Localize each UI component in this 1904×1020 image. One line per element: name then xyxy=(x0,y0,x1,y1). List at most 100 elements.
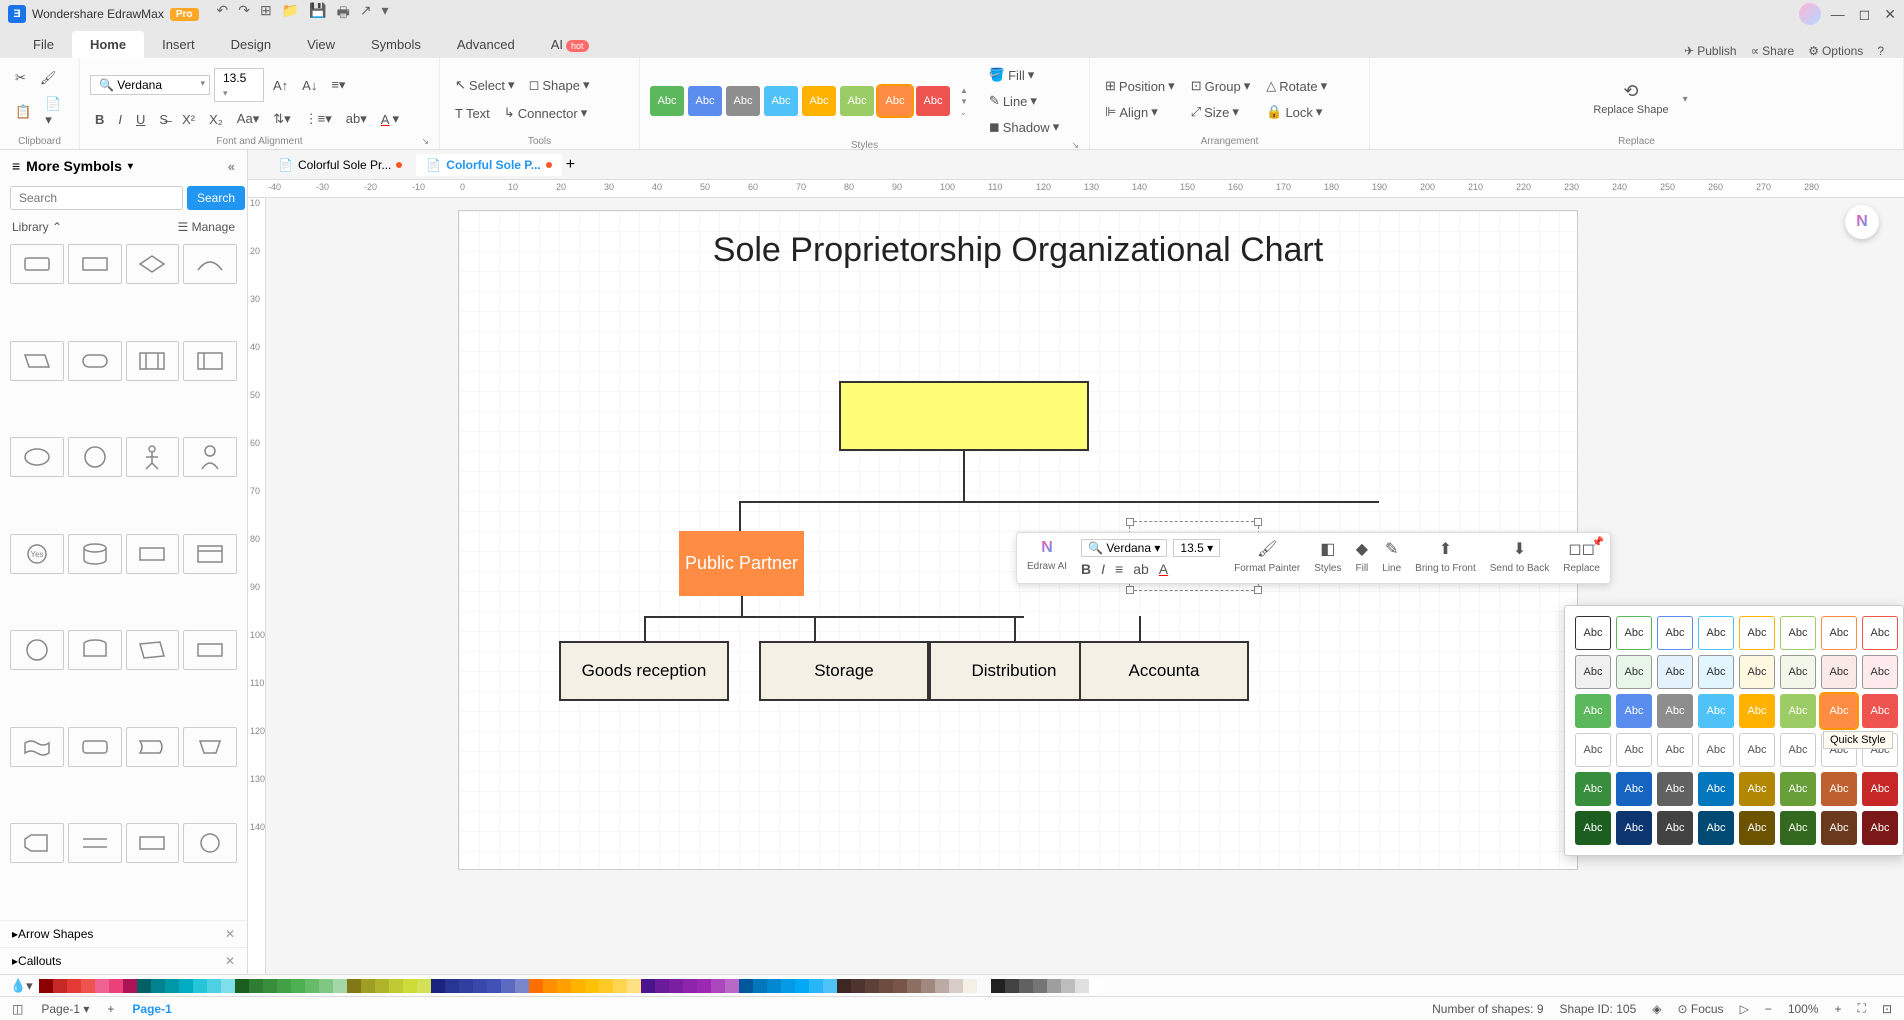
style-option[interactable]: Abc xyxy=(1575,694,1611,728)
shape-stencil[interactable] xyxy=(68,823,122,863)
shape-stencil[interactable] xyxy=(183,341,237,381)
color-swatch[interactable] xyxy=(179,979,193,993)
style-scroll-down-icon[interactable]: ▼ xyxy=(960,97,968,106)
style-swatch[interactable]: Abc xyxy=(650,86,684,116)
color-swatch[interactable] xyxy=(403,979,417,993)
shape-stencil[interactable] xyxy=(183,534,237,574)
color-swatch[interactable] xyxy=(767,979,781,993)
style-option[interactable]: Abc xyxy=(1821,655,1857,689)
category-arrow-shapes[interactable]: ▸ Arrow Shapes✕ xyxy=(0,920,247,947)
style-option[interactable]: Abc xyxy=(1616,616,1652,650)
color-swatch[interactable] xyxy=(291,979,305,993)
color-swatch[interactable] xyxy=(641,979,655,993)
color-swatch[interactable] xyxy=(739,979,753,993)
menu-tab-symbols[interactable]: Symbols xyxy=(353,31,439,58)
shape-stencil[interactable] xyxy=(126,341,180,381)
text-direction-icon[interactable]: ab▾ xyxy=(341,108,372,130)
new-tab-button[interactable]: + xyxy=(566,156,575,174)
menu-tab-advanced[interactable]: Advanced xyxy=(439,31,533,58)
style-option[interactable]: Abc xyxy=(1862,616,1898,650)
ft-strike-icon[interactable]: ab xyxy=(1133,561,1149,577)
page-tab-dropdown[interactable]: Page-1 ▾ xyxy=(31,1000,99,1018)
style-option[interactable]: Abc xyxy=(1780,772,1816,806)
color-swatch[interactable] xyxy=(1033,979,1047,993)
style-swatch[interactable]: Abc xyxy=(726,86,760,116)
style-option[interactable]: Abc xyxy=(1575,811,1611,845)
bullets-icon[interactable]: ⋮≡▾ xyxy=(300,108,337,130)
color-swatch[interactable] xyxy=(753,979,767,993)
node-top[interactable] xyxy=(839,381,1089,451)
fullscreen-icon[interactable]: ⊡ xyxy=(1882,1002,1892,1016)
fill-button[interactable]: 🪣 Fill ▾ xyxy=(984,64,1064,86)
color-swatch[interactable] xyxy=(319,979,333,993)
style-option[interactable]: Abc xyxy=(1698,811,1734,845)
position-button[interactable]: ⊞ Position ▾ xyxy=(1100,75,1180,97)
style-option[interactable]: Abc xyxy=(1575,655,1611,689)
size-button[interactable]: ⤢ Size ▾ xyxy=(1186,101,1256,123)
ft-font-size[interactable]: 13.5 ▾ xyxy=(1173,539,1220,557)
shape-stencil[interactable] xyxy=(10,437,64,477)
color-swatch[interactable] xyxy=(235,979,249,993)
style-option[interactable]: Abc xyxy=(1616,811,1652,845)
ft-italic-icon[interactable]: I xyxy=(1101,561,1105,577)
color-swatch[interactable] xyxy=(277,979,291,993)
shape-stencil[interactable] xyxy=(183,727,237,767)
shape-button[interactable]: ◻ Shape ▾ xyxy=(524,74,595,96)
node-leaf[interactable]: Storage xyxy=(759,641,929,701)
color-swatch[interactable] xyxy=(361,979,375,993)
shape-stencil[interactable] xyxy=(126,437,180,477)
style-option[interactable]: Abc xyxy=(1739,616,1775,650)
color-swatch[interactable] xyxy=(879,979,893,993)
subscript-icon[interactable]: X₂ xyxy=(204,109,228,130)
style-option[interactable]: Abc xyxy=(1739,772,1775,806)
help-icon[interactable]: ? xyxy=(1877,44,1884,58)
color-swatch[interactable] xyxy=(851,979,865,993)
color-swatch[interactable] xyxy=(515,979,529,993)
color-swatch[interactable] xyxy=(389,979,403,993)
color-swatch[interactable] xyxy=(375,979,389,993)
shape-stencil[interactable] xyxy=(126,534,180,574)
color-swatch[interactable] xyxy=(725,979,739,993)
shape-stencil[interactable] xyxy=(183,630,237,670)
style-option[interactable]: Abc xyxy=(1739,811,1775,845)
text-button[interactable]: T Text xyxy=(450,103,495,124)
shape-stencil[interactable] xyxy=(183,823,237,863)
color-swatch[interactable] xyxy=(529,979,543,993)
font-color-icon[interactable]: A▾ xyxy=(376,108,404,130)
more-icon[interactable]: ▾ xyxy=(382,2,389,26)
color-swatch[interactable] xyxy=(501,979,515,993)
bold-icon[interactable]: B xyxy=(90,109,109,130)
color-swatch[interactable] xyxy=(963,979,977,993)
shape-stencil[interactable] xyxy=(68,437,122,477)
ft-send-to-back[interactable]: ⬇Send to Back xyxy=(1490,539,1549,577)
color-swatch[interactable] xyxy=(669,979,683,993)
style-option[interactable]: Abc xyxy=(1821,616,1857,650)
color-swatch[interactable] xyxy=(781,979,795,993)
para-align-icon[interactable]: ≡▾ xyxy=(326,74,350,96)
ft-line[interactable]: ✎Line xyxy=(1382,539,1401,577)
shape-stencil[interactable] xyxy=(126,823,180,863)
color-swatch[interactable] xyxy=(907,979,921,993)
style-option[interactable]: Abc xyxy=(1780,811,1816,845)
style-swatch[interactable]: Abc xyxy=(840,86,874,116)
paste-icon[interactable]: 📄▾ xyxy=(40,93,69,131)
strike-icon[interactable]: S̶ xyxy=(154,109,173,130)
color-swatch[interactable] xyxy=(151,979,165,993)
style-option[interactable]: Abc xyxy=(1862,772,1898,806)
node-leaf[interactable]: Distribution xyxy=(929,641,1099,701)
italic-icon[interactable]: I xyxy=(113,109,127,130)
color-swatch[interactable] xyxy=(487,979,501,993)
style-swatch[interactable]: Abc xyxy=(878,86,912,116)
style-option[interactable]: Abc xyxy=(1821,772,1857,806)
shape-stencil[interactable] xyxy=(183,244,237,284)
share-button[interactable]: ∝ Share xyxy=(1751,44,1795,58)
style-option[interactable]: Abc xyxy=(1698,694,1734,728)
style-option[interactable]: Abc xyxy=(1616,772,1652,806)
close-icon[interactable]: ✕ xyxy=(1884,6,1896,23)
ft-fill[interactable]: ◆Fill xyxy=(1355,539,1368,577)
color-swatch[interactable] xyxy=(683,979,697,993)
color-swatch[interactable] xyxy=(417,979,431,993)
increase-font-icon[interactable]: A↑ xyxy=(268,75,293,96)
play-icon[interactable]: ▷ xyxy=(1740,1002,1749,1016)
rotate-button[interactable]: △ Rotate ▾ xyxy=(1261,75,1332,97)
